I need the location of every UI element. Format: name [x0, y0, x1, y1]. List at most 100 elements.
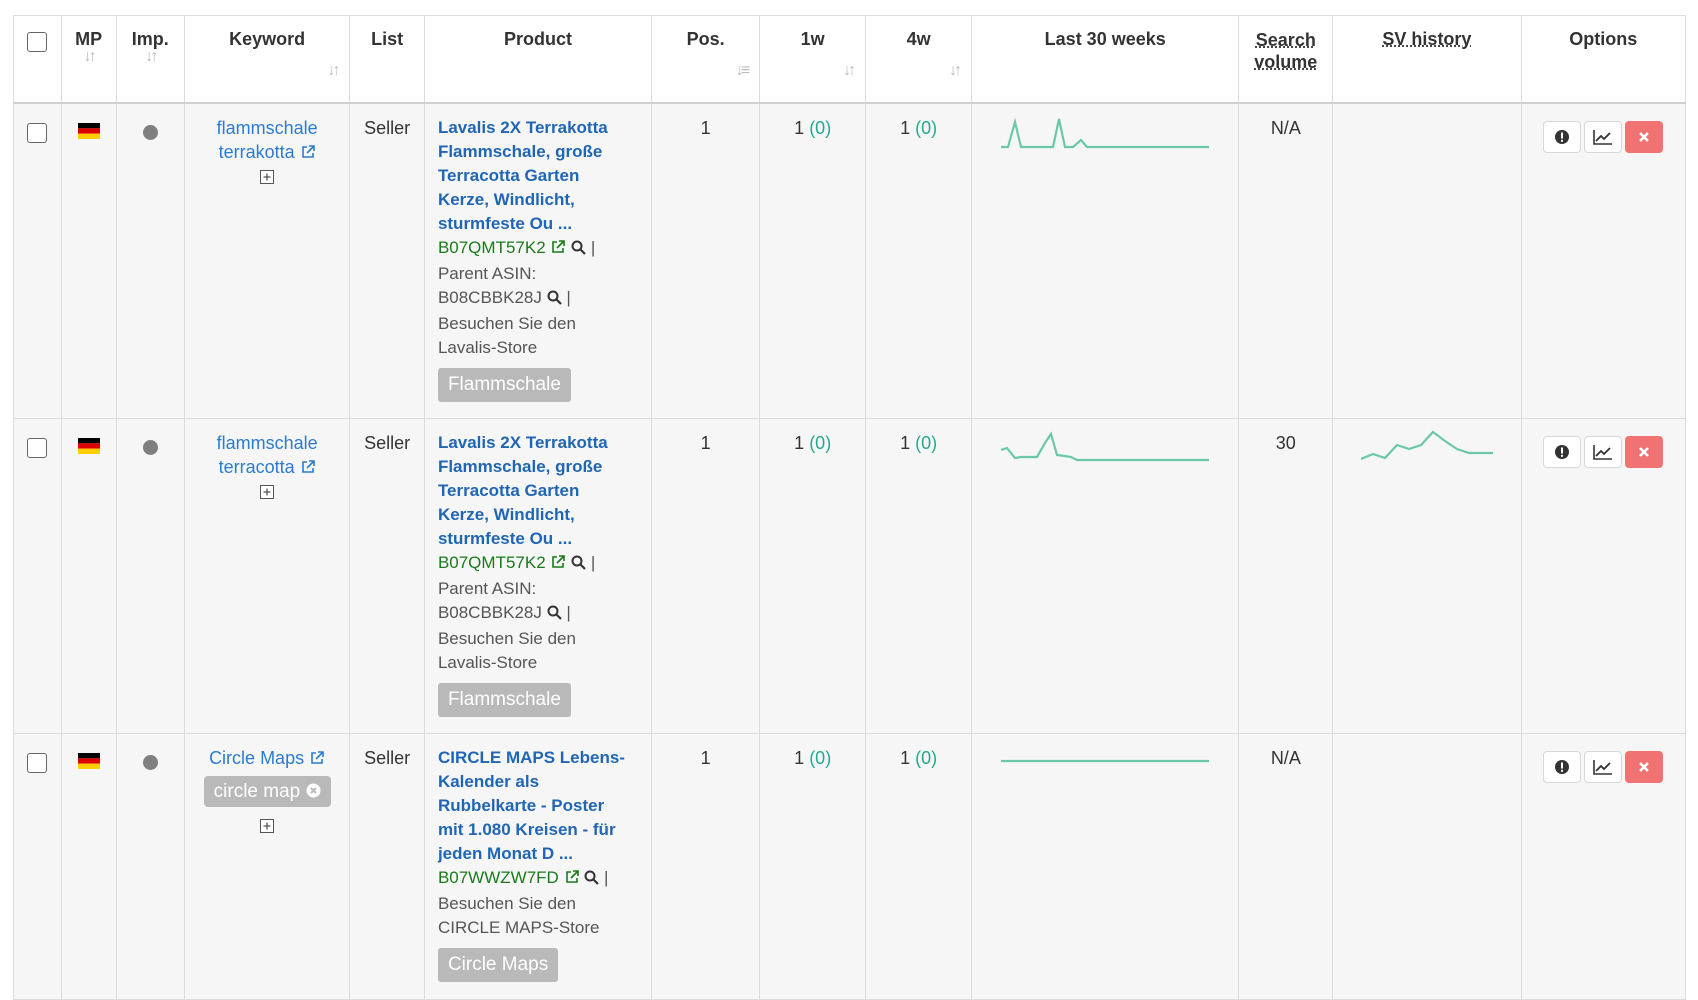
alert-button[interactable] — [1543, 121, 1582, 153]
list-value: Seller — [364, 433, 411, 453]
row-options — [1522, 436, 1685, 468]
chart-button[interactable] — [1584, 751, 1623, 783]
exclamation-icon — [1555, 760, 1570, 774]
store-link[interactable]: CIRCLE MAPS-Store — [437, 918, 600, 937]
impression-dot-icon — [142, 440, 158, 455]
impression-dot-icon — [142, 755, 158, 770]
search-icon[interactable] — [571, 238, 586, 262]
search-icon[interactable] — [547, 288, 562, 312]
1w-value: 1 (0) — [794, 748, 832, 768]
keyword-link[interactable]: Circle Maps — [209, 748, 325, 768]
product-tag[interactable]: Flammschale — [437, 683, 571, 717]
row-options — [1522, 121, 1685, 153]
asin-link[interactable]: B07QMT57K2 — [437, 553, 546, 572]
product-cell: Lavalis 2X Terrakotta Flammschale, große T… — [425, 419, 651, 717]
expand-plus-icon[interactable] — [260, 817, 275, 838]
sort-icon[interactable]: ↓↑ — [83, 48, 97, 65]
1w-value: 1 (0) — [794, 118, 832, 138]
table-row: Circle Maps circle map Seller CIRCLE MAP… — [13, 733, 1687, 1000]
keyword-table: MP ↓↑ Imp. ↓↑ Keyword ↓↑ List Product Pos. ↓… — [13, 15, 1687, 1000]
de-flag-icon — [77, 438, 100, 454]
store-link[interactable]: Lavalis-Store — [437, 338, 538, 357]
external-link-icon[interactable] — [300, 142, 316, 166]
product-tag[interactable]: Circle Maps — [437, 948, 559, 982]
search-icon[interactable] — [584, 868, 600, 892]
select-all-checkbox[interactable] — [27, 32, 48, 52]
select-all-header — [13, 15, 62, 104]
external-link-icon[interactable] — [309, 748, 325, 772]
delete-button[interactable] — [1625, 751, 1664, 783]
impression-dot-icon — [142, 125, 158, 140]
expand-plus-icon[interactable] — [260, 483, 275, 504]
keyword-link[interactable]: flammschale terracotta — [217, 433, 318, 477]
table-row: flammschale terrakotta Seller Lavalis 2X … — [13, 102, 1687, 419]
external-link-icon[interactable] — [550, 553, 566, 577]
sv-history-sparkline — [1360, 430, 1493, 461]
store-link[interactable]: Lavalis-Store — [437, 653, 538, 672]
close-icon — [1639, 132, 1650, 142]
external-link-icon[interactable] — [300, 457, 316, 481]
last-30-weeks-header: Last 30 weeks — [971, 15, 1240, 104]
search-volume-value: N/A — [1270, 748, 1301, 768]
delete-button[interactable] — [1625, 121, 1664, 153]
list-value: Seller — [364, 118, 411, 138]
mp-header[interactable]: MP ↓↑ — [60, 15, 117, 104]
keyword-link[interactable]: flammschale terrakotta — [217, 118, 318, 162]
last-30-weeks-sparkline — [1001, 117, 1210, 149]
close-icon — [1639, 762, 1650, 772]
list-header: List — [349, 15, 425, 104]
external-link-icon[interactable] — [564, 868, 580, 892]
sort-icon[interactable]: ↓↑ — [949, 62, 962, 79]
last-30-weeks-sparkline — [1001, 431, 1210, 462]
sort-icon[interactable]: ↓↑ — [145, 48, 158, 65]
line-chart-icon — [1593, 130, 1613, 145]
chart-button[interactable] — [1584, 436, 1623, 468]
4w-value: 1 (0) — [900, 433, 938, 453]
chart-button[interactable] — [1584, 121, 1623, 153]
4w-value: 1 (0) — [900, 118, 938, 138]
asin-link[interactable]: B07QMT57K2 — [437, 238, 546, 257]
search-volume-value: 30 — [1275, 433, 1296, 453]
search-icon[interactable] — [571, 553, 586, 577]
external-link-icon[interactable] — [550, 238, 566, 262]
row-options — [1522, 751, 1685, 783]
delete-button[interactable] — [1625, 436, 1664, 468]
keyword-header[interactable]: Keyword ↓↑ — [183, 15, 351, 104]
de-flag-icon — [77, 753, 100, 769]
sort-desc-icon[interactable]: ↓≡ — [735, 62, 750, 79]
sort-icon[interactable]: ↓↑ — [843, 62, 856, 79]
row-checkbox[interactable] — [27, 438, 48, 458]
row-checkbox[interactable] — [27, 123, 48, 143]
sort-icon[interactable]: ↓↑ — [327, 62, 340, 79]
parent-asin: B08CBBK28J — [437, 288, 542, 307]
line-chart-icon — [1593, 760, 1613, 775]
line-chart-icon — [1593, 445, 1613, 460]
row-checkbox[interactable] — [27, 753, 48, 773]
imp-header[interactable]: Imp. ↓↑ — [115, 15, 185, 104]
keyword-tag[interactable]: circle map — [203, 776, 331, 807]
asin-link[interactable]: B07WWZW7FD — [437, 868, 559, 887]
product-title-link[interactable]: CIRCLE MAPS Lebens- Kalender als Rubbelkar… — [437, 748, 625, 863]
search-icon[interactable] — [547, 603, 562, 627]
search-volume-header[interactable]: Search volume — [1238, 15, 1334, 104]
sv-history-header: SV history — [1332, 15, 1522, 104]
remove-tag-icon[interactable] — [306, 783, 321, 798]
product-header: Product — [423, 15, 653, 104]
1w-header[interactable]: 1w ↓↑ — [759, 15, 867, 104]
expand-plus-icon[interactable] — [260, 168, 275, 189]
exclamation-icon — [1555, 445, 1570, 459]
product-title-link[interactable]: Lavalis 2X Terrakotta Flammschale, große T… — [437, 118, 608, 233]
options-header: Options — [1520, 15, 1687, 104]
alert-button[interactable] — [1543, 436, 1582, 468]
alert-button[interactable] — [1543, 751, 1582, 783]
product-cell: CIRCLE MAPS Lebens- Kalender als Rubbelkar… — [425, 734, 651, 982]
4w-header[interactable]: 4w ↓↑ — [865, 15, 973, 104]
4w-value: 1 (0) — [900, 748, 938, 768]
last-30-weeks-sparkline — [1001, 759, 1210, 763]
parent-asin: B08CBBK28J — [437, 603, 542, 622]
exclamation-icon — [1555, 130, 1570, 144]
pos-header[interactable]: Pos. ↓≡ — [651, 15, 761, 104]
product-title-link[interactable]: Lavalis 2X Terrakotta Flammschale, große T… — [437, 433, 608, 548]
product-tag[interactable]: Flammschale — [437, 368, 571, 402]
close-icon — [1639, 447, 1650, 457]
